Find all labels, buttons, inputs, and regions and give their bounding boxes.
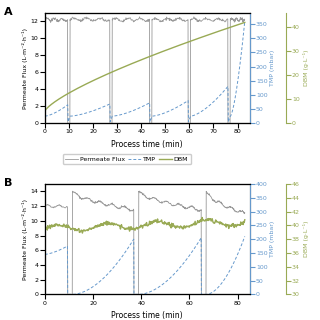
Y-axis label: Permeate Flux (L·m⁻²·h⁻¹): Permeate Flux (L·m⁻²·h⁻¹)	[22, 28, 28, 108]
Y-axis label: DBM (g·L⁻¹): DBM (g·L⁻¹)	[303, 221, 309, 257]
Y-axis label: TMP (mbar): TMP (mbar)	[270, 221, 276, 257]
Legend: Permeate Flux, TMP, DBM: Permeate Flux, TMP, DBM	[63, 154, 191, 164]
Y-axis label: Permeate Flux (L·m⁻²·h⁻¹): Permeate Flux (L·m⁻²·h⁻¹)	[22, 199, 28, 280]
Text: A: A	[4, 7, 12, 17]
Y-axis label: DBM (g·L⁻¹): DBM (g·L⁻¹)	[303, 50, 308, 86]
Y-axis label: TMP (mbar): TMP (mbar)	[270, 50, 276, 86]
Text: B: B	[4, 179, 12, 188]
X-axis label: Process time (min): Process time (min)	[111, 140, 183, 149]
X-axis label: Process time (min): Process time (min)	[111, 311, 183, 320]
